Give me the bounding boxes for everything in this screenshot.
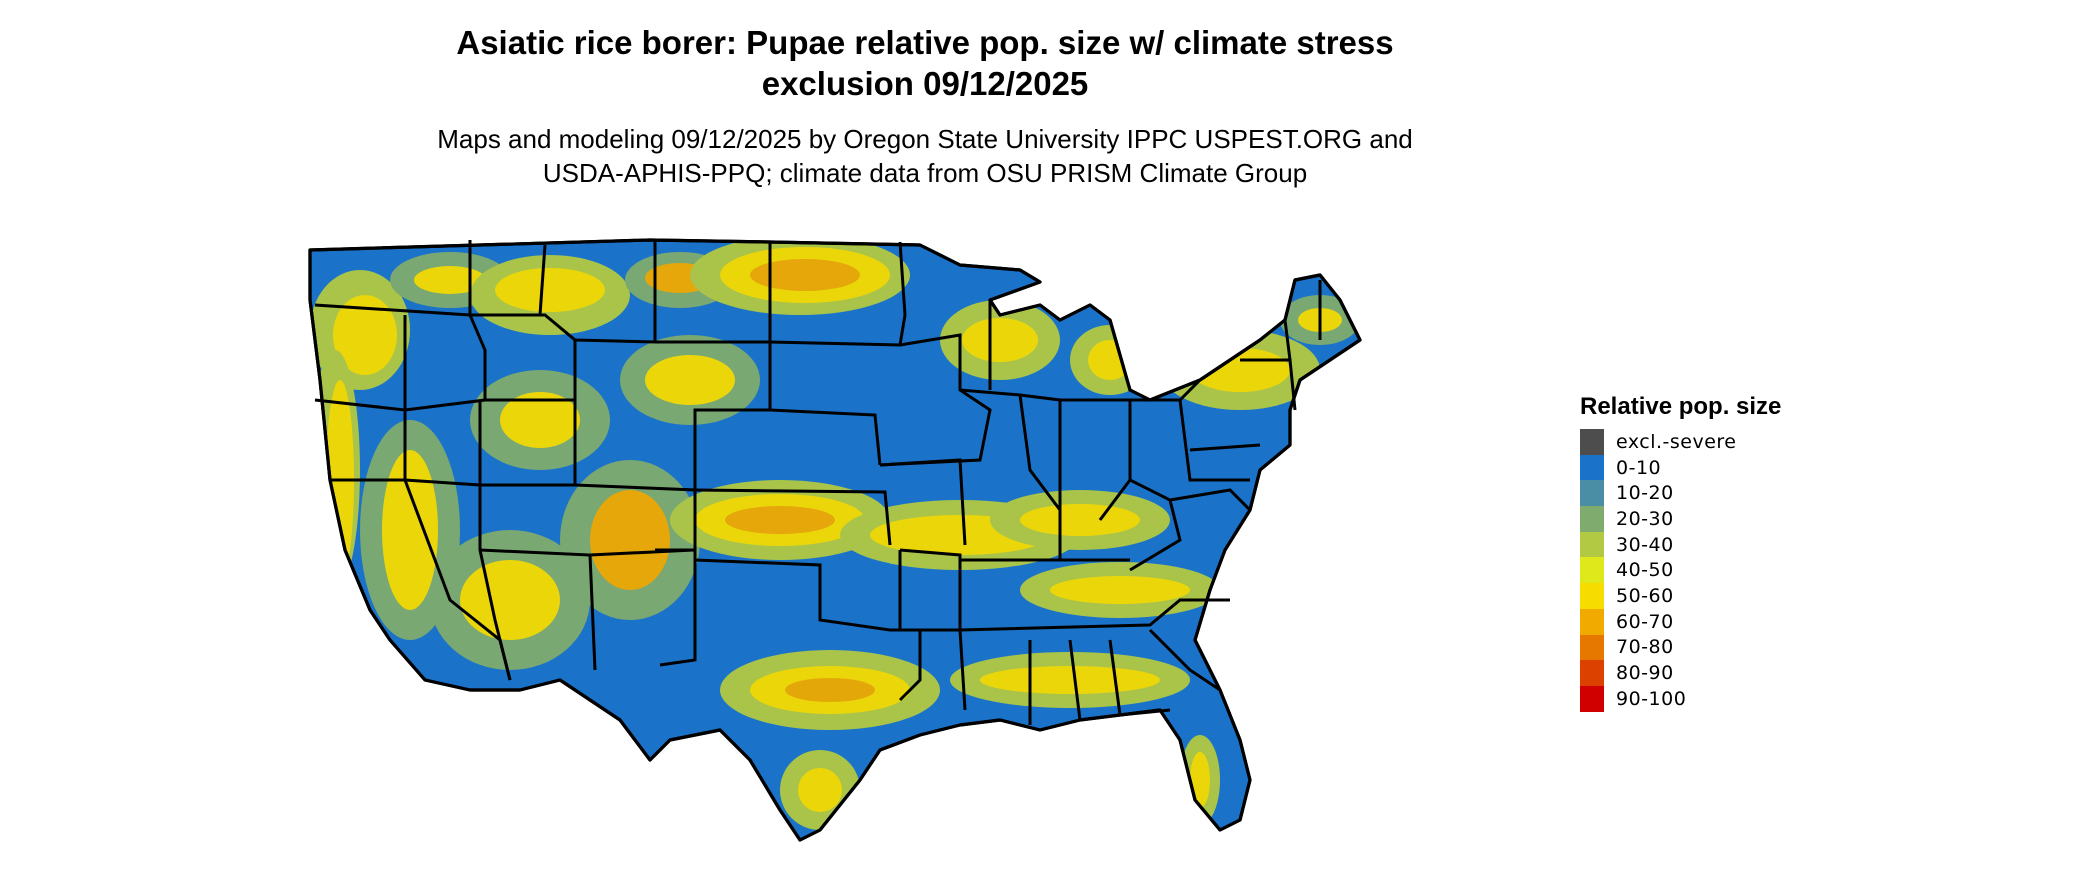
legend-item: 10-20 [1580, 480, 1900, 507]
suitability-patches [310, 240, 1360, 830]
legend-label: 50-60 [1616, 584, 1674, 607]
legend-item: 80-90 [1580, 660, 1900, 686]
legend-label: 80-90 [1616, 662, 1674, 685]
map-title-line-1: Asiatic rice borer: Pupae relative pop. … [456, 24, 1394, 61]
legend-swatch [1580, 634, 1604, 661]
legend-title: Relative pop. size [1580, 393, 1782, 420]
us-map-svg [308, 238, 1362, 842]
legend-label: excl.-severe [1616, 430, 1737, 453]
legend-swatch [1580, 454, 1604, 481]
legend-swatch [1580, 429, 1604, 455]
legend-item: 90-100 [1580, 685, 1900, 712]
legend-items: excl.-severe 0-10 10-20 20-30 30-40 40-50 50-6… [1580, 429, 1900, 712]
legend-item: 30-40 [1580, 531, 1900, 558]
legend-label: 60-70 [1616, 610, 1674, 633]
legend-item: 60-70 [1580, 608, 1900, 635]
legend-swatch [1580, 531, 1604, 558]
legend-swatch [1580, 557, 1604, 584]
legend-item: 20-30 [1580, 506, 1900, 532]
map-subtitle-line-2: USDA-APHIS-PPQ; climate data from OSU PR… [542, 158, 1308, 188]
legend-swatch [1580, 608, 1604, 635]
state-lines [314, 240, 1322, 725]
legend-label: 10-20 [1616, 482, 1674, 505]
map-body [310, 240, 1360, 840]
legend-label: 40-50 [1616, 559, 1674, 582]
map-legend: Relative pop. size excl.-severe 0-10 10-20… [1580, 393, 1900, 712]
legend-label: 30-40 [1616, 533, 1674, 556]
legend-item: 0-10 [1580, 454, 1900, 481]
legend-label: 0-10 [1616, 456, 1662, 479]
legend-swatch [1580, 660, 1604, 686]
legend-swatch [1580, 506, 1604, 532]
legend-swatch [1580, 480, 1604, 507]
legend-swatch [1580, 685, 1604, 712]
legend-label: 20-30 [1616, 507, 1674, 530]
legend-label: 90-100 [1616, 687, 1687, 710]
legend-item: excl.-severe [1580, 429, 1900, 455]
state-boundaries [308, 238, 1362, 842]
map-title-line-2: exclusion 09/12/2025 [761, 65, 1089, 102]
us-map [300, 220, 1560, 892]
legend-item: 50-60 [1580, 583, 1900, 609]
map-subtitle-line-1: Maps and modeling 09/12/2025 by Oregon S… [437, 124, 1413, 154]
legend-swatch [1580, 583, 1604, 609]
legend-label: 70-80 [1616, 636, 1674, 659]
legend-item: 70-80 [1580, 634, 1900, 661]
legend-item: 40-50 [1580, 557, 1900, 584]
